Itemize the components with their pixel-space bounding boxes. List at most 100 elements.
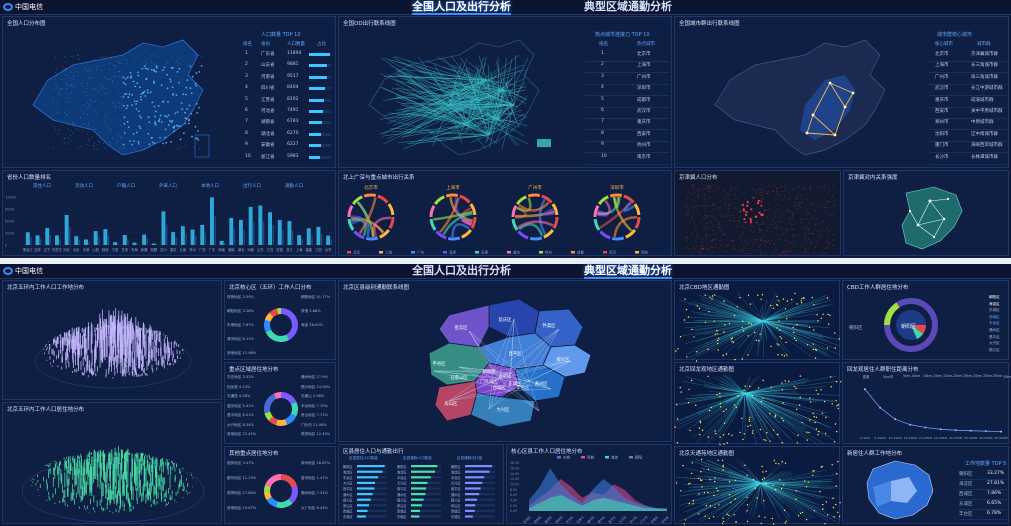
tab-regional-commute[interactable]: 典型区域通勤分析 [584,0,672,13]
table-row[interactable]: 4 四川省 8404 [243,85,333,95]
legend-item[interactable]: 流动人口 [75,184,93,189]
table-row[interactable]: 1 北京市 [585,51,669,62]
table-row[interactable]: 2 山东省 9881 [243,62,333,72]
pie-legend-item[interactable]: 丰台区 [989,321,1000,326]
curve-legend-item[interactable]: 距离 [863,375,870,379]
hlg-distance-curve[interactable]: 0-5KM 5-10KM 10-15KM 15-20KM 20-25KM 25-30KM 3… [843,363,1010,445]
work-3d-bars[interactable] [3,281,223,401]
core-donut-chart[interactable] [225,281,337,361]
curve-legend-item[interactable]: 15km-20km [943,374,963,378]
curve-legend-item[interactable]: 5km内 [883,375,894,379]
china-population-map[interactable] [13,35,213,165]
cbd-pie-chart[interactable] [843,281,1010,361]
curve-legend-item[interactable]: 30km以上 [1003,375,1011,379]
new-jobs-map[interactable] [843,447,1010,525]
population-dot [826,239,828,241]
commute-line [528,380,552,390]
table-row[interactable]: 厦门市 海峡西岸城市群 [929,142,1007,154]
table-row[interactable]: 西安市 关中平原城市群 [929,108,1007,119]
table-row[interactable]: 丰台区 6.78% [959,511,1007,520]
table-row[interactable]: 沈阳市 辽中南城市群 [929,131,1007,142]
commute-dot [723,443,725,445]
table-row[interactable]: 武汉市 长江中游城市群 [929,85,1007,97]
curve-legend-item[interactable]: 20km-25km [963,374,983,378]
table-row[interactable]: 6 武汉市 [585,108,669,119]
commute-ray [744,392,762,439]
pie-legend-item[interactable]: 顺义区 [989,347,1000,352]
pie-legend-item[interactable]: 东城区 [989,308,1000,313]
table-row[interactable]: 北京市 京津冀城市群 [929,51,1007,62]
legend-item[interactable]: 本地人口 [201,184,219,189]
table-row[interactable]: 海淀区 27.81% [959,481,1007,490]
city-group-map[interactable] [695,35,895,165]
donut-segment [264,312,274,322]
live-3d-bars[interactable] [3,403,223,525]
bar-track [357,498,387,501]
commute-dot [693,336,695,338]
table-row[interactable]: 9 安徽省 6227 [243,142,333,152]
table-row[interactable]: 10 南京市 [585,154,669,165]
other-donut-chart[interactable] [225,447,337,525]
table-row[interactable]: 上海市 长三角城市群 [929,62,1007,74]
table-row[interactable]: 4 深圳市 [585,85,669,97]
legend-item[interactable]: 常住人口 [33,184,51,189]
table-row[interactable]: 5 江苏省 8192 [243,97,333,107]
table-row[interactable]: 3 广州市 [585,74,669,85]
population-dot [824,206,826,208]
tt-commute-map[interactable] [675,447,841,525]
table-row[interactable]: 东城区 6.65% [959,501,1007,510]
table-row[interactable]: 7 湖南省 6783 [243,119,333,129]
table-row[interactable]: 10 浙江省 5983 [243,154,333,164]
pie-legend-item[interactable]: 西城区 [989,314,1000,319]
tab-regional-commute[interactable]: 典型区域通勤分析 [584,264,672,279]
pie-legend-item[interactable]: 朝阳区 [989,295,1000,299]
commute-dot [786,318,788,320]
pie-legend-item[interactable]: 大兴区 [989,341,1000,346]
table-row[interactable]: 7 重庆市 [585,119,669,131]
curve-legend-item[interactable]: 25km-30km [983,374,1003,378]
legend-item[interactable]: 通勤人口 [285,184,303,189]
table-row[interactable]: 9 杭州市 [585,142,669,154]
table-row[interactable]: 重庆市 成渝城市群 [929,97,1007,108]
key-donut-chart[interactable] [225,363,337,445]
table-row[interactable]: 3 河南省 9517 [243,74,333,84]
population-dot [774,227,776,229]
commute-line [488,390,510,410]
table-row[interactable]: 长沙市 长株潭城市群 [929,154,1007,165]
table-row[interactable]: 朝阳区 33.27% [959,471,1007,480]
population-dot [752,243,754,245]
legend-item[interactable]: 外来人口 [159,184,177,189]
table-row[interactable]: 西城区 7.86% [959,491,1007,500]
pie-legend-item[interactable]: 海淀区 [989,301,1000,306]
commute-dot [815,416,818,418]
curve-legend-item[interactable]: 10km-15km [923,374,943,378]
hlg-commute-map[interactable] [674,363,842,446]
commute-ray [744,392,791,440]
tab-national-population[interactable]: 全国人口及出行分析 [412,0,511,15]
jjj-relations-map[interactable] [844,171,1010,257]
legend-item[interactable]: 户籍人口 [117,184,135,189]
jjj-population-heatmap[interactable] [675,171,842,257]
chord-ribbon [623,201,635,212]
table-row[interactable]: 广州市 珠三角城市群 [929,74,1007,85]
legend-item[interactable]: 出行人口 [243,184,261,189]
table-row[interactable]: 8 西安市 [585,131,669,142]
table-row[interactable]: 5 成都市 [585,97,669,108]
table-row[interactable]: 1 广东省 11894 [243,51,333,61]
table-row[interactable]: 2 上海市 [585,62,669,74]
core-area-chart[interactable]: 东城 西城 海淀 朝阳18.0016.0014.0012.0010.008.006.0… [507,445,673,525]
tab-national-population[interactable]: 全国人口及出行分析 [412,264,511,277]
population-dot [778,217,780,219]
pie-legend-item[interactable]: 通州区 [989,328,1000,332]
curve-legend-item[interactable]: 5km-10km [903,374,921,378]
table-row[interactable]: 8 湖北省 6270 [243,131,333,141]
pie-legend-item[interactable]: 昌平区 [989,334,1000,339]
china-od-map[interactable] [349,35,559,165]
beijing-district-map[interactable]: 延庆区怀柔区密云区昌平区顺义区平谷区门头沟区海淀区朝阳区石景山区西城区东城区丰台… [339,281,673,443]
table-row[interactable]: 6 河北省 7491 [243,108,333,118]
cbd-commute-map[interactable] [675,281,841,362]
table-row[interactable]: 郑州市 中原城市群 [929,119,1007,131]
